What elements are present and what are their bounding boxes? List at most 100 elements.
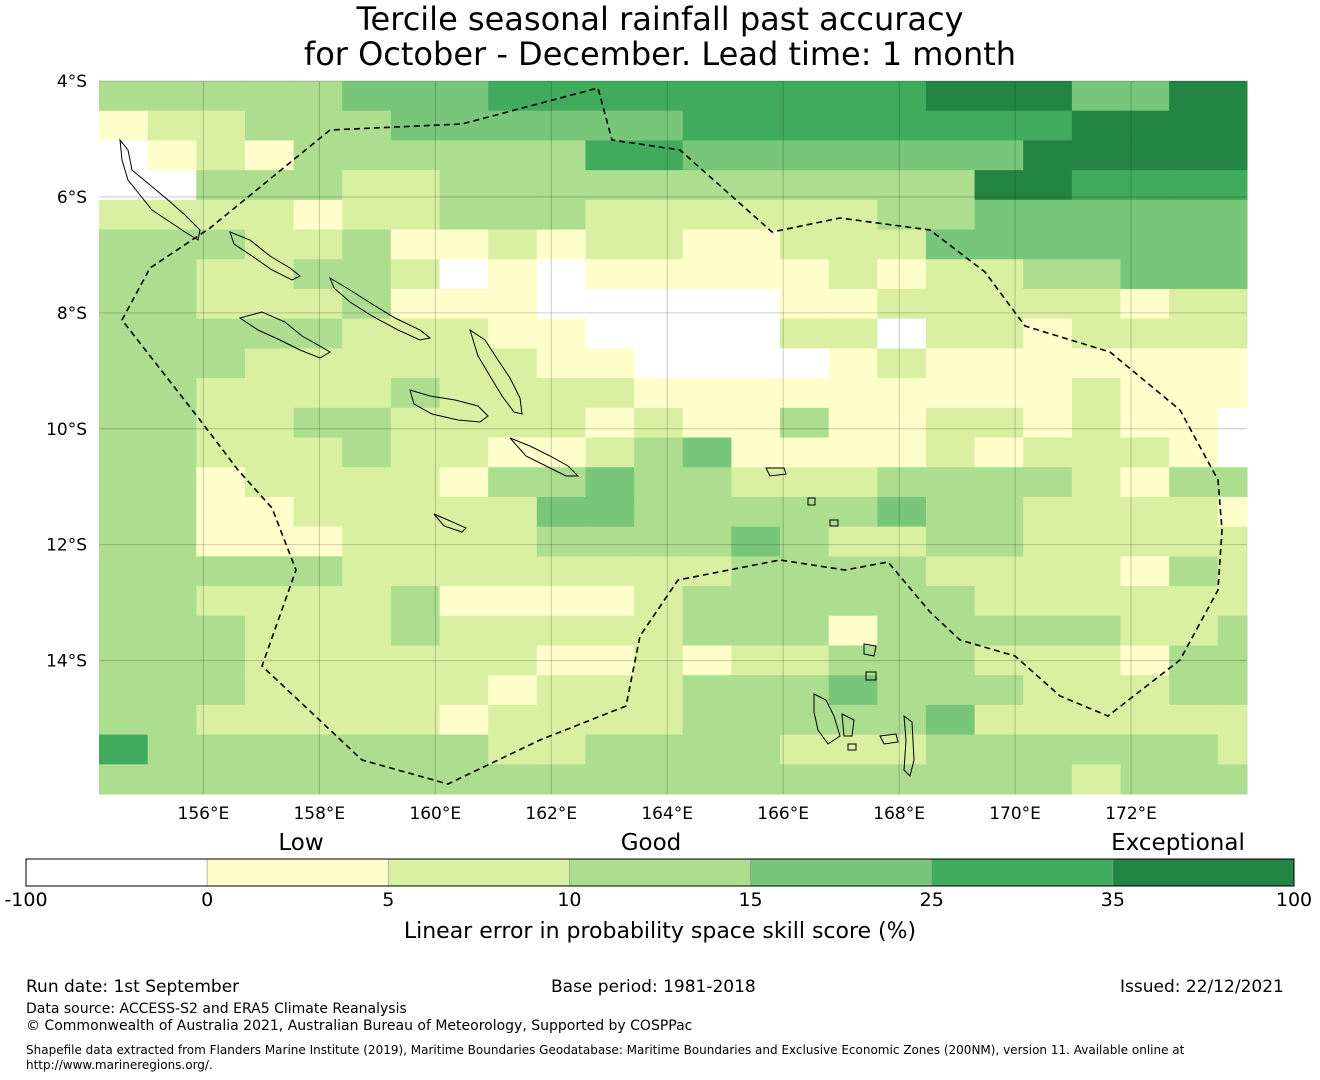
grid-cell [974, 556, 1024, 587]
grid-cell [1169, 496, 1219, 528]
grid-cell [585, 407, 635, 438]
grid-cell [925, 288, 976, 320]
grid-cell [99, 199, 149, 231]
grid-cell [974, 704, 1024, 736]
grid-cell [439, 348, 489, 379]
grid-cell [1023, 734, 1073, 765]
grid-cell [828, 81, 878, 112]
grid-cell [342, 496, 392, 528]
grid-cell [1071, 318, 1122, 349]
grid-cell [634, 556, 684, 587]
colorbar-segment [206, 858, 389, 887]
grid-cell [99, 378, 149, 409]
grid-cell [439, 318, 489, 349]
grid-cell [342, 556, 392, 587]
grid-cell [1120, 675, 1170, 706]
grid-cell [342, 734, 392, 765]
grid-cell [99, 556, 149, 587]
grid-cell [439, 170, 489, 201]
grid-cell [342, 140, 392, 171]
grid-cell [196, 407, 246, 438]
grid-cell [1023, 348, 1073, 379]
grid-cell [1217, 81, 1248, 112]
grid-cell [731, 675, 781, 706]
grid-cell [1071, 348, 1122, 379]
grid-cell [925, 734, 976, 765]
grid-cell [682, 229, 732, 260]
lat-tick-label: 10°S [46, 420, 87, 440]
grid-cell [780, 556, 830, 587]
grid-cell [974, 140, 1024, 171]
grid-cell [780, 437, 830, 468]
grid-cell [1023, 110, 1073, 141]
grid-cell [244, 407, 295, 438]
grid-cell [877, 586, 927, 617]
issued-date: Issued: 22/12/2021 [1120, 977, 1284, 997]
island-torres [829, 519, 839, 527]
graticule [99, 80, 1247, 794]
grid-cell [974, 496, 1024, 528]
grid-cell [147, 467, 197, 498]
grid-cell [585, 586, 635, 617]
grid-cell [634, 110, 684, 141]
grid-cell [1217, 704, 1248, 736]
grid-cell [99, 318, 149, 349]
grid-cell [682, 259, 732, 290]
grid-cell [390, 318, 440, 349]
grid-cell [342, 764, 392, 795]
grid-cell [147, 199, 197, 231]
grid-cell [1217, 378, 1248, 409]
grid-cell [731, 734, 781, 765]
grid-cell [536, 675, 586, 706]
grid-cell [293, 288, 343, 320]
grid-cell [780, 318, 830, 349]
grid-cell [147, 586, 197, 617]
grid-cell [1120, 704, 1170, 736]
grid-cell [439, 615, 489, 646]
grid-cell [1023, 467, 1073, 498]
grid-cell [1169, 556, 1219, 587]
grid-cell [439, 140, 489, 171]
data-source: Data source: ACCESS-S2 and ERA5 Climate … [26, 1001, 407, 1017]
grid-cell [244, 81, 295, 112]
grid-cell [1120, 734, 1170, 765]
grid-cell [877, 615, 927, 646]
lat-tick-label: 14°S [46, 652, 87, 672]
colorbar [25, 858, 1295, 887]
grid-cell [196, 764, 246, 795]
grid-cell [585, 645, 635, 676]
grid-cell [390, 734, 440, 765]
grid-cell [342, 170, 392, 201]
grid-cell [974, 110, 1024, 141]
grid-cell [682, 615, 732, 646]
grid-cell [99, 437, 149, 468]
grid-cell [488, 140, 538, 171]
grid-cell [925, 764, 976, 795]
grid-cell [536, 318, 586, 349]
grid-cell [634, 170, 684, 201]
grid-cell [1217, 259, 1248, 290]
grid-cell [1169, 318, 1219, 349]
grid-cell [536, 496, 586, 528]
grid-cell [634, 764, 684, 795]
grid-cell [974, 675, 1024, 706]
colorbar-segment [931, 858, 1114, 887]
grid-cell [828, 615, 878, 646]
grid-cell [925, 110, 976, 141]
grid-cell [293, 318, 343, 349]
grid-cell [1217, 348, 1248, 379]
grid-cell [780, 81, 830, 112]
grid-cell [99, 81, 149, 112]
grid-cell [828, 467, 878, 498]
colorbar-title: Linear error in probability space skill … [403, 919, 917, 944]
grid-cell [682, 586, 732, 617]
grid-cell [731, 288, 781, 320]
grid-cell [731, 110, 781, 141]
grid-cell [585, 704, 635, 736]
grid-cell [99, 259, 149, 290]
grid-cell [99, 467, 149, 498]
grid-cell [1169, 140, 1219, 171]
grid-cell [488, 110, 538, 141]
island-malakula [841, 713, 855, 737]
grid-cell [634, 348, 684, 379]
